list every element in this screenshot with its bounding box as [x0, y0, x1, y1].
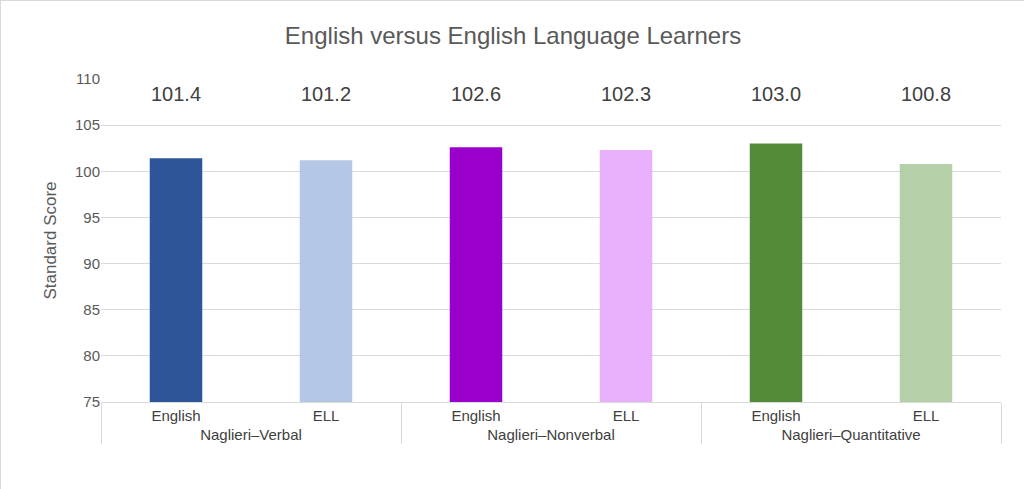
svg-text:100.8: 100.8	[901, 83, 951, 105]
svg-text:English: English	[751, 407, 800, 424]
svg-text:85: 85	[83, 301, 100, 318]
svg-text:102.6: 102.6	[451, 83, 501, 105]
svg-text:English: English	[151, 407, 200, 424]
svg-text:Naglieri–Nonverbal: Naglieri–Nonverbal	[487, 426, 615, 443]
svg-text:Naglieri–Verbal: Naglieri–Verbal	[200, 426, 302, 443]
svg-text:ELL: ELL	[313, 407, 340, 424]
svg-text:Naglieri–Quantitative: Naglieri–Quantitative	[781, 426, 920, 443]
svg-text:ELL: ELL	[613, 407, 640, 424]
svg-text:103.0: 103.0	[751, 83, 801, 105]
svg-text:102.3: 102.3	[601, 83, 651, 105]
svg-text:English versus English Languag: English versus English Language Learners	[285, 22, 741, 49]
svg-text:ELL: ELL	[913, 407, 940, 424]
svg-text:75: 75	[83, 393, 100, 410]
svg-text:110: 110	[76, 70, 100, 87]
svg-text:101.4: 101.4	[151, 83, 201, 105]
svg-text:Standard Score: Standard Score	[41, 181, 60, 299]
svg-text:105: 105	[75, 116, 100, 133]
svg-text:95: 95	[83, 209, 100, 226]
svg-text:English: English	[451, 407, 500, 424]
svg-text:80: 80	[83, 347, 100, 364]
svg-text:101.2: 101.2	[301, 83, 351, 105]
svg-text:90: 90	[83, 255, 100, 272]
svg-text:100: 100	[75, 163, 100, 180]
